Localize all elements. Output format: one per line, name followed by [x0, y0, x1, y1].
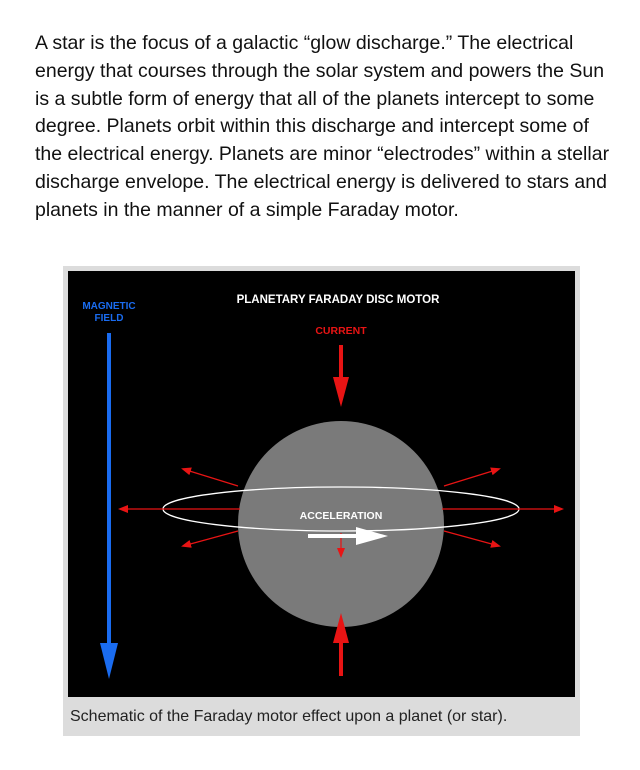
figure: PLANETARY FARADAY DISC MOTOR MAGNETIC FI… — [63, 266, 580, 736]
radial-arrow-lower-left — [181, 530, 239, 548]
acceleration-arrow — [308, 527, 388, 545]
current-arrow-bottom — [333, 613, 349, 676]
faraday-motor-diagram: PLANETARY FARADAY DISC MOTOR MAGNETIC FI… — [68, 271, 575, 697]
magnetic-field-label-line1: MAGNETIC — [82, 301, 135, 312]
current-arrow-top — [333, 345, 349, 407]
magnetic-field-label-line2: FIELD — [95, 313, 124, 324]
acceleration-label: ACCELERATION — [300, 510, 383, 522]
radial-arrow-lower-right — [443, 530, 501, 548]
planet-sphere — [238, 421, 444, 627]
diagram-title: PLANETARY FARADAY DISC MOTOR — [237, 294, 440, 306]
article-paragraph: A star is the focus of a galactic “glow … — [35, 32, 610, 221]
current-label: CURRENT — [315, 325, 367, 337]
magnetic-field-arrow — [100, 333, 118, 679]
radial-arrow-upper-left — [181, 467, 239, 487]
radial-arrow-upper-right — [443, 467, 501, 487]
figure-caption: Schematic of the Faraday motor effect up… — [70, 708, 508, 725]
